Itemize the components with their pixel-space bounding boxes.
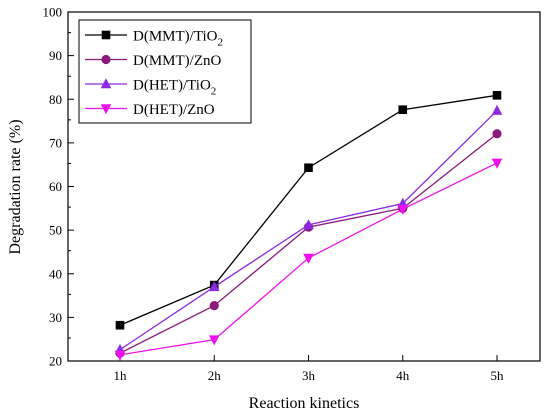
y-tick-label: 90 bbox=[49, 48, 62, 63]
y-tick-label: 70 bbox=[49, 135, 62, 150]
data-point bbox=[208, 281, 220, 292]
legend: D(MMT)/TiO2D(MMT)/ZnOD(HET)/TiO2D(HET)/Z… bbox=[78, 19, 252, 124]
legend-label-main: D(HET)/TiO bbox=[133, 78, 211, 94]
legend-item: D(HET)/ZnO bbox=[85, 102, 215, 118]
data-point bbox=[492, 91, 502, 100]
data-point bbox=[208, 335, 220, 346]
y-axis: 20 30 40 50 60 70 80 90 100 bbox=[43, 5, 74, 369]
legend-label-main: D(MMT)/TiO bbox=[133, 29, 218, 45]
y-tick-label: 40 bbox=[49, 266, 62, 281]
y-tick-label: 20 bbox=[49, 354, 62, 369]
data-point bbox=[303, 219, 314, 230]
series-layer bbox=[114, 91, 503, 361]
data-point bbox=[114, 350, 126, 361]
data-point bbox=[115, 320, 125, 330]
legend-marker bbox=[101, 54, 111, 65]
x-axis: 1h 2h 3h 4h 5h bbox=[114, 355, 505, 383]
y-tick-label: 100 bbox=[43, 5, 63, 20]
data-point bbox=[492, 129, 502, 139]
legend-label: D(MMT)/TiO2 bbox=[133, 29, 223, 49]
data-point bbox=[398, 105, 408, 115]
data-point bbox=[304, 163, 313, 173]
legend-marker bbox=[100, 78, 112, 89]
legend-label-main: D(MMT)/ZnO bbox=[133, 53, 221, 69]
legend-label: D(MMT)/ZnO bbox=[133, 53, 221, 69]
y-tick-label: 50 bbox=[49, 223, 62, 238]
x-tick-label: 4h bbox=[396, 368, 410, 383]
y-tick-label: 60 bbox=[49, 179, 62, 194]
data-point bbox=[209, 300, 219, 311]
legend-label: D(HET)/ZnO bbox=[133, 102, 215, 118]
data-point bbox=[491, 104, 503, 115]
legend-marker bbox=[101, 30, 111, 40]
data-point bbox=[397, 204, 409, 215]
x-axis-title: Reaction kinetics bbox=[249, 395, 360, 412]
data-point bbox=[303, 253, 314, 264]
legend-label-main: D(HET)/ZnO bbox=[133, 102, 215, 118]
y-axis-title: Degradation rate (%) bbox=[7, 119, 24, 254]
legend-item: D(MMT)/TiO2 bbox=[85, 29, 223, 49]
legend-label-subscript: 2 bbox=[217, 37, 223, 49]
x-tick-label: 3h bbox=[302, 368, 316, 383]
series-line bbox=[119, 94, 498, 326]
y-tick-label: 30 bbox=[49, 310, 62, 325]
legend-marker bbox=[100, 104, 112, 115]
x-tick-label: 2h bbox=[208, 368, 222, 383]
x-tick-label: 1h bbox=[114, 368, 128, 383]
series-0 bbox=[115, 91, 502, 330]
series-3 bbox=[114, 158, 503, 361]
legend-item: D(MMT)/ZnO bbox=[85, 53, 221, 69]
legend-item: D(HET)/TiO2 bbox=[85, 78, 216, 98]
legend-label-subscript: 2 bbox=[211, 86, 217, 98]
x-tick-label: 5h bbox=[491, 368, 505, 383]
y-tick-label: 80 bbox=[49, 92, 62, 107]
legend-label: D(HET)/TiO2 bbox=[133, 78, 216, 98]
data-point bbox=[491, 158, 503, 169]
